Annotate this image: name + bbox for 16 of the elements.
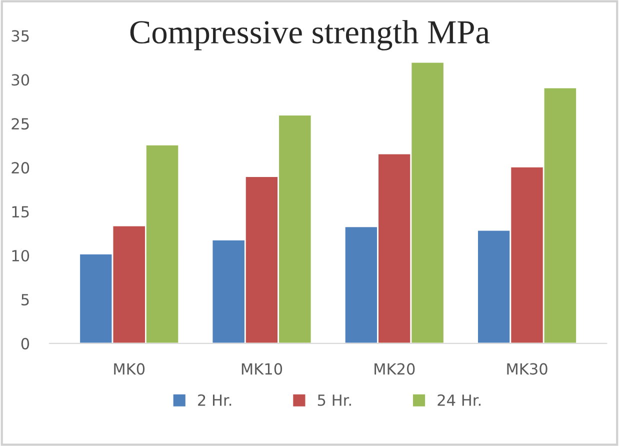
legend-label: 24 Hr. <box>438 394 480 406</box>
y-tick-label: 10 <box>12 250 30 262</box>
x-tick-label: MK30 <box>507 363 548 375</box>
y-tick-label: 0 <box>21 338 30 350</box>
y-tick-label: 25 <box>12 118 29 130</box>
y-tick-label: 30 <box>12 74 30 86</box>
y-tick-label: 20 <box>12 162 30 174</box>
legend-label: 2 Hr. <box>198 394 232 406</box>
chart-title: Compressive strength MPa <box>130 20 490 50</box>
y-tick-label: 35 <box>12 30 29 42</box>
legend-label: 5 Hr. <box>318 394 351 406</box>
y-tick-label: 5 <box>22 294 29 306</box>
x-tick-label: MK20 <box>374 363 415 375</box>
x-tick-label: MK10 <box>242 363 282 375</box>
x-tick-label: MK0 <box>114 363 145 375</box>
y-tick-label: 15 <box>12 206 29 218</box>
